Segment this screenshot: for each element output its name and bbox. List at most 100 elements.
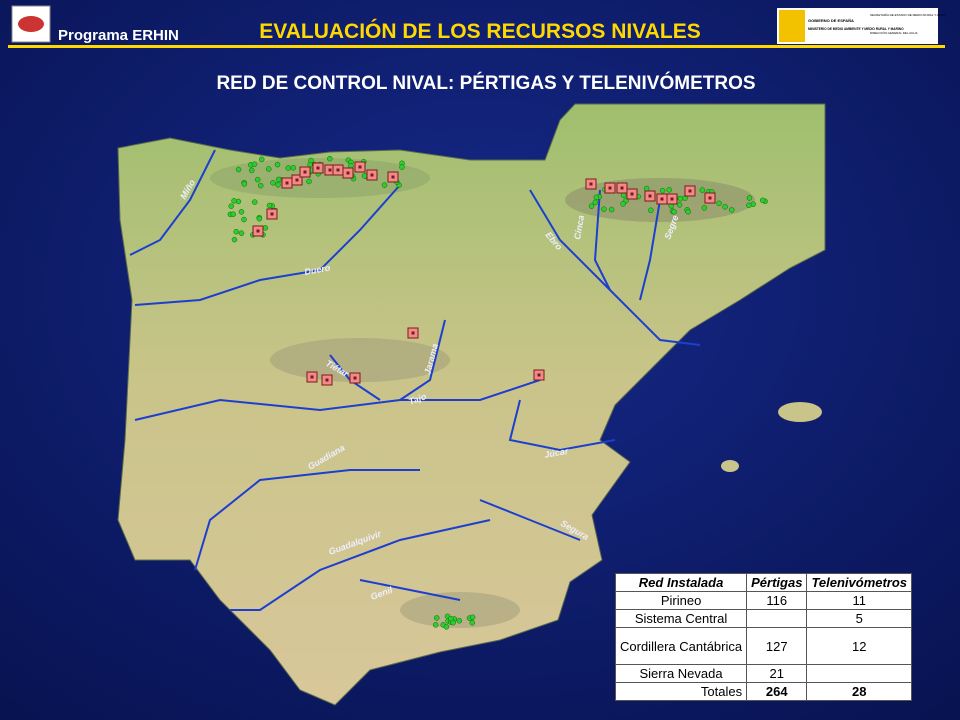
table-row: Totales 264 28 <box>614 682 913 701</box>
snow-pole <box>257 182 264 189</box>
table-cell: 21 <box>746 664 808 683</box>
header-title: EVALUACIÓN DE LOS RECURSOS NIVALES <box>259 19 700 43</box>
snow-pole <box>648 207 654 214</box>
telenivometer-dot <box>295 178 299 182</box>
snow-pole <box>235 166 242 173</box>
snow-pole <box>728 207 735 213</box>
snow-pole <box>241 216 247 223</box>
telenivometer-dot <box>537 373 541 377</box>
subtitle: RED DE CONTROL NIVAL: PÉRTIGAS Y TELENIV… <box>216 72 755 94</box>
snow-pole <box>308 157 314 164</box>
land <box>117 103 826 706</box>
table-cell: Sierra Nevada <box>614 664 748 683</box>
telenivometer-dot <box>589 182 593 186</box>
table-cell: Totales <box>614 682 748 701</box>
table-header: Red Instalada <box>614 573 748 592</box>
snow-pole <box>676 202 683 208</box>
river-label: Cinca <box>572 214 586 240</box>
snow-pole <box>671 209 677 215</box>
rivers <box>129 149 701 611</box>
telenivometer-dot <box>336 168 340 172</box>
snow-pole <box>230 211 236 217</box>
telenivometer-dot <box>328 168 332 172</box>
table-row: Pirineo 116 11 <box>614 591 913 610</box>
snow-pole <box>251 199 258 205</box>
snow-pole <box>685 209 691 215</box>
island <box>721 460 739 472</box>
snow-pole <box>231 236 238 243</box>
program-logo-eye <box>18 16 44 32</box>
snow-pole <box>716 200 722 207</box>
telenivometer-dot <box>270 212 274 216</box>
snow-pole <box>433 615 440 621</box>
snow-pole <box>275 176 282 183</box>
snow-pole <box>270 180 276 186</box>
snow-pole <box>306 178 312 185</box>
snow-pole <box>361 173 368 179</box>
snow-pole <box>469 620 476 626</box>
telenivometer-dot <box>608 186 612 190</box>
snow-pole <box>241 181 248 187</box>
snow-pole <box>238 209 245 215</box>
table-header: Pértigas <box>746 573 808 592</box>
snow-pole <box>233 228 240 235</box>
telenivometer-dot <box>316 166 320 170</box>
telenivometer-dot <box>670 197 674 201</box>
snow-pole <box>620 201 626 207</box>
snow-pole <box>608 206 615 213</box>
snow-pole <box>254 176 261 183</box>
snow-pole <box>238 230 245 236</box>
snow-pole <box>746 202 752 209</box>
telenivometer-dot <box>310 375 314 379</box>
telenivometer-dot <box>391 175 395 179</box>
telenivometer-dot <box>708 196 712 200</box>
table-row: Sistema Central 5 <box>614 609 913 628</box>
snow-pole <box>593 194 600 201</box>
logo-text: DIRECCIÓN GENERAL DEL AGUA <box>870 30 918 35</box>
snow-pole <box>759 197 766 204</box>
telenivometer-dot <box>256 229 260 233</box>
telenivometer-dot <box>325 378 329 382</box>
nevada-relief <box>400 592 520 628</box>
table-cell: 28 <box>806 682 913 701</box>
snow-pole <box>285 165 292 171</box>
snow-pole <box>266 202 273 209</box>
snow-pole <box>290 165 297 171</box>
header-rule <box>8 45 945 48</box>
table-cell: 127 <box>746 627 808 665</box>
snow-pole <box>722 204 728 210</box>
telenivometer-dot <box>620 186 624 190</box>
table-cell <box>746 609 808 628</box>
river-label: Duero <box>304 263 332 277</box>
telenivometer-dot <box>688 189 692 193</box>
snow-pole <box>699 187 706 193</box>
logo-text: SECRETARÍA DE ESTADO DE MEDIO RURAL Y AG… <box>870 13 945 17</box>
snow-pole <box>620 192 627 199</box>
snow-pole <box>327 155 333 162</box>
snow-pole <box>456 617 463 624</box>
snow-pole <box>274 161 281 168</box>
program-name: Programa ERHIN <box>58 27 179 44</box>
snow-pole <box>231 198 237 204</box>
island <box>778 402 822 422</box>
table-cell: 12 <box>806 627 913 665</box>
snow-pole <box>248 167 255 174</box>
telenivometer-dot <box>285 181 289 185</box>
telenivometer-dot <box>660 197 664 201</box>
snow-pole <box>258 156 265 163</box>
telenivometer-dot <box>303 170 307 174</box>
table-cell: 116 <box>746 591 808 610</box>
snow-pole <box>643 185 650 192</box>
snow-pole <box>701 205 708 211</box>
telenivometer-dot <box>648 194 652 198</box>
snow-pole <box>228 203 234 209</box>
telenivometer-dot <box>370 173 374 177</box>
snow-pole <box>592 199 599 206</box>
table-cell: Cordillera Cantábrica <box>614 627 748 665</box>
snow-pole <box>666 187 672 193</box>
table-cell: 264 <box>746 682 808 701</box>
telenivometer-dot <box>346 171 350 175</box>
table-cell: 11 <box>806 591 913 610</box>
